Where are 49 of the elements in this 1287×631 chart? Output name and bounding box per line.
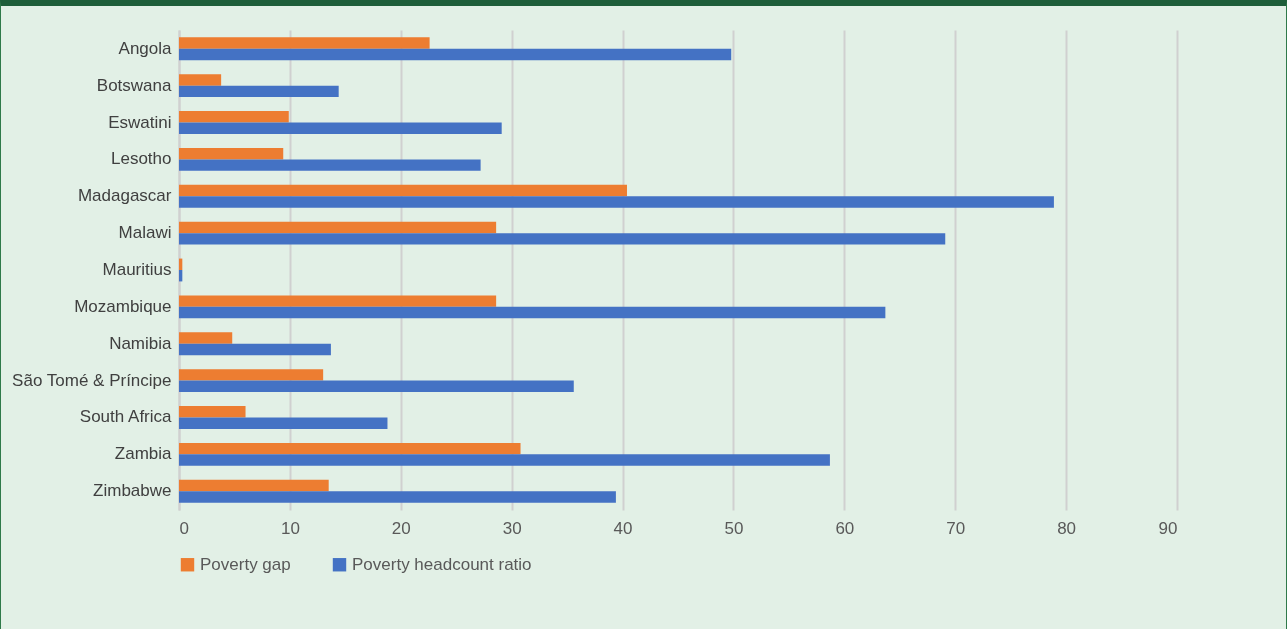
y-tick-label: Mauritius bbox=[102, 260, 172, 279]
x-tick-label: 30 bbox=[502, 518, 522, 538]
bar bbox=[179, 369, 324, 381]
y-tick-label: South Africa bbox=[79, 407, 173, 427]
y-tick-label: Angola bbox=[118, 38, 173, 58]
bar bbox=[179, 343, 331, 356]
x-tick-label: 80 bbox=[1057, 518, 1077, 538]
x-tick-label: 10 bbox=[280, 518, 300, 538]
bar bbox=[179, 48, 732, 61]
bar bbox=[179, 306, 886, 319]
y-tick-label: Madagascar bbox=[77, 186, 172, 206]
bar bbox=[179, 74, 222, 86]
y-tick-label: Eswatini bbox=[108, 112, 172, 132]
bar bbox=[179, 122, 502, 134]
legend-label: Poverty gap bbox=[200, 554, 291, 574]
bar bbox=[179, 196, 1054, 208]
y-tick-label: São Tomé & Príncipe bbox=[12, 370, 172, 390]
y-tick-label: Botswana bbox=[96, 75, 173, 95]
bar bbox=[179, 159, 481, 171]
legend-label: Poverty headcount ratio bbox=[352, 554, 532, 574]
y-tick-label: Malawi bbox=[118, 223, 172, 243]
x-tick-label: 50 bbox=[724, 518, 744, 538]
x-tick-label: 60 bbox=[835, 518, 855, 538]
y-tick-label: Lesotho bbox=[111, 149, 172, 169]
y-tick-label: Zambia bbox=[114, 444, 173, 464]
x-tick-label: 40 bbox=[613, 518, 633, 538]
bar bbox=[179, 147, 284, 160]
bar bbox=[179, 221, 497, 234]
x-tick-label: 0 bbox=[179, 518, 189, 538]
x-tick-label: 20 bbox=[391, 518, 411, 538]
bar bbox=[179, 406, 246, 418]
bar bbox=[179, 295, 497, 307]
bar bbox=[179, 111, 289, 123]
bar bbox=[179, 417, 388, 429]
bar bbox=[179, 454, 830, 466]
x-tick-label: 90 bbox=[1158, 518, 1178, 538]
y-tick-label: Zimbabwe bbox=[93, 481, 172, 501]
bar bbox=[179, 491, 616, 503]
bar bbox=[179, 233, 946, 245]
bar bbox=[179, 442, 521, 455]
x-tick-label: 70 bbox=[946, 518, 966, 538]
bar bbox=[179, 380, 574, 393]
bar bbox=[179, 85, 339, 98]
bar bbox=[179, 332, 233, 344]
y-tick-label: Mozambique bbox=[74, 296, 172, 316]
bar bbox=[179, 37, 430, 49]
bar bbox=[179, 184, 627, 197]
y-tick-label: Namibia bbox=[109, 333, 173, 353]
bar bbox=[179, 479, 329, 492]
